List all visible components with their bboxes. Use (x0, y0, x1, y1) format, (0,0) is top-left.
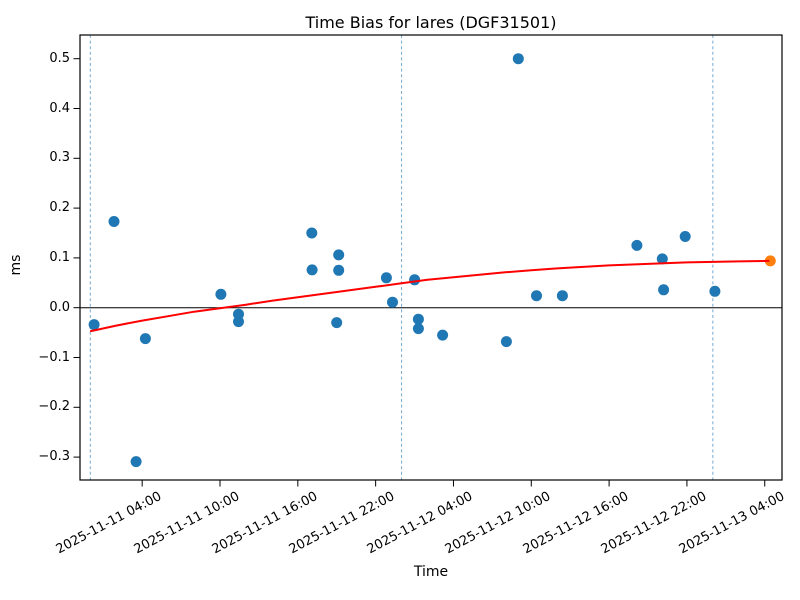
data-point (130, 456, 142, 468)
y-tick-label: 0.3 (49, 150, 70, 166)
data-point (412, 323, 424, 335)
data-point (631, 239, 643, 251)
chart-title: Time Bias for lares (DGF31501) (305, 13, 557, 32)
data-point (88, 319, 100, 331)
data-point (437, 329, 449, 341)
y-tick-label: 0.4 (49, 100, 70, 116)
y-tick-label: −0.1 (38, 349, 70, 365)
data-point (512, 53, 524, 65)
data-point (233, 316, 244, 328)
data-point (108, 216, 120, 227)
data-point (709, 285, 721, 297)
y-axis-label: ms (8, 254, 24, 276)
data-point (306, 264, 318, 276)
y-tick-label: −0.3 (38, 449, 70, 465)
data-point (215, 288, 227, 300)
y-tick-label: 0.1 (49, 249, 70, 265)
data-point (412, 313, 424, 325)
y-tick-label: 0.0 (49, 299, 70, 315)
plot-border (79, 34, 783, 481)
data-point (656, 253, 668, 265)
trend-line (89, 259, 770, 333)
data-point (331, 317, 343, 329)
data-point (306, 227, 318, 239)
data-point (139, 333, 151, 345)
data-point (380, 272, 392, 284)
data-point (333, 249, 345, 261)
y-tick-label: 0.2 (49, 200, 70, 216)
data-point (556, 290, 568, 302)
y-tick-label: −0.2 (38, 399, 70, 415)
x-axis-label: Time (413, 564, 449, 580)
latest-data-point (764, 255, 776, 267)
data-point (409, 274, 421, 286)
y-tick-label: 0.5 (49, 50, 70, 66)
data-point (500, 336, 512, 348)
data-point (531, 290, 542, 302)
data-point (679, 231, 691, 242)
data-point (658, 284, 670, 296)
data-point (387, 296, 398, 308)
data-point (333, 264, 345, 276)
